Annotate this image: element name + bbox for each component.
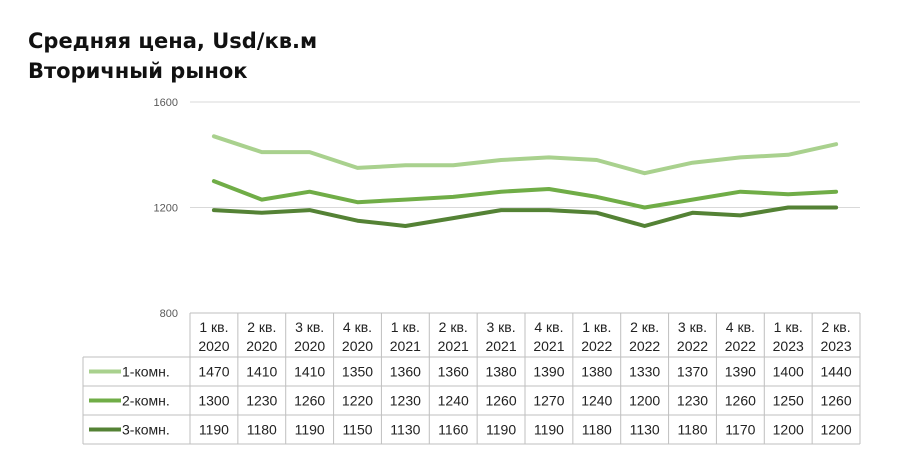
data-cell: 1240 [581,393,612,409]
data-cell: 1260 [725,393,756,409]
x-tick-label: 2022 [581,338,612,354]
x-tick-label: 3 кв. [487,319,516,335]
data-cell: 1190 [199,422,229,438]
data-cell: 1440 [820,364,851,380]
data-cell: 1360 [438,364,469,380]
data-cell: 1470 [198,364,229,380]
data-cell: 1200 [773,422,804,438]
data-cell: 1400 [773,364,804,380]
data-cell: 1230 [390,393,421,409]
data-cell: 1230 [677,393,708,409]
x-tick-label: 2020 [198,338,229,354]
data-cell: 1190 [486,422,516,438]
data-cell: 1190 [534,422,564,438]
y-tick-label: 1200 [154,203,178,215]
data-cell: 1260 [294,393,325,409]
x-tick-label: 4 кв. [534,319,563,335]
data-cell: 1270 [533,393,564,409]
x-tick-label: 2021 [485,338,516,354]
series-line [211,134,839,176]
x-tick-label: 2022 [725,338,756,354]
x-tick-label: 2021 [390,338,421,354]
data-cell: 1350 [342,364,373,380]
legend-label: 1-комн. [122,364,170,380]
data-cell: 1360 [390,364,421,380]
x-tick-label: 1 кв. [391,319,420,335]
x-tick-label: 2020 [294,338,325,354]
data-cell: 1220 [342,393,373,409]
legend-label: 2-комн. [122,393,170,409]
data-cell: 1410 [294,364,325,380]
data-cell: 1250 [773,393,804,409]
x-tick-label: 2023 [773,338,804,354]
x-tick-label: 2022 [629,338,660,354]
data-cell: 1380 [485,364,516,380]
x-tick-label: 2023 [820,338,851,354]
data-cell: 1180 [582,422,612,438]
x-tick-label: 2021 [438,338,469,354]
data-cell: 1130 [390,422,420,438]
chart-subtitle: Вторичный рынок [28,59,248,83]
data-cell: 1260 [485,393,516,409]
legend-label: 3-комн. [122,422,170,438]
x-tick-label: 3 кв. [678,319,707,335]
data-cell: 1390 [725,364,756,380]
data-cell: 1410 [246,364,277,380]
x-tick-label: 4 кв. [343,319,372,335]
data-cell: 1130 [630,422,660,438]
data-cell: 1180 [677,422,707,438]
x-tick-label: 2020 [342,338,373,354]
data-cell: 1200 [629,393,660,409]
data-cell: 1200 [820,422,851,438]
data-cell: 1180 [247,422,277,438]
data-cell: 1190 [295,422,325,438]
data-cell: 1330 [629,364,660,380]
data-cell: 1150 [342,422,372,438]
series-line [211,205,839,228]
x-tick-label: 3 кв. [295,319,324,335]
x-tick-label: 4 кв. [726,319,755,335]
x-tick-label: 2021 [533,338,564,354]
x-tick-label: 1 кв. [774,319,803,335]
chart-title: Средняя цена, Usd/кв.м [28,29,318,53]
y-tick-label: 1600 [154,97,178,109]
x-tick-label: 2 кв. [630,319,659,335]
data-cell: 1390 [533,364,564,380]
x-tick-label: 2022 [677,338,708,354]
data-cell: 1380 [581,364,612,380]
x-tick-label: 1 кв. [199,319,228,335]
x-tick-label: 2 кв. [822,319,851,335]
data-cell: 1230 [246,393,277,409]
x-tick-label: 2 кв. [247,319,276,335]
data-cell: 1260 [820,393,851,409]
x-tick-label: 2 кв. [439,319,468,335]
data-cell: 1370 [677,364,708,380]
data-cell: 1240 [438,393,469,409]
x-tick-label: 1 кв. [582,319,611,335]
x-tick-label: 2020 [246,338,277,354]
data-cell: 1160 [438,422,468,438]
data-cell: 1170 [725,422,755,438]
series-line [211,179,839,210]
y-tick-label: 800 [160,308,178,320]
data-cell: 1300 [198,393,229,409]
chart-title-block: Средняя цена, Usd/кв.м Вторичный рынок [28,26,317,86]
